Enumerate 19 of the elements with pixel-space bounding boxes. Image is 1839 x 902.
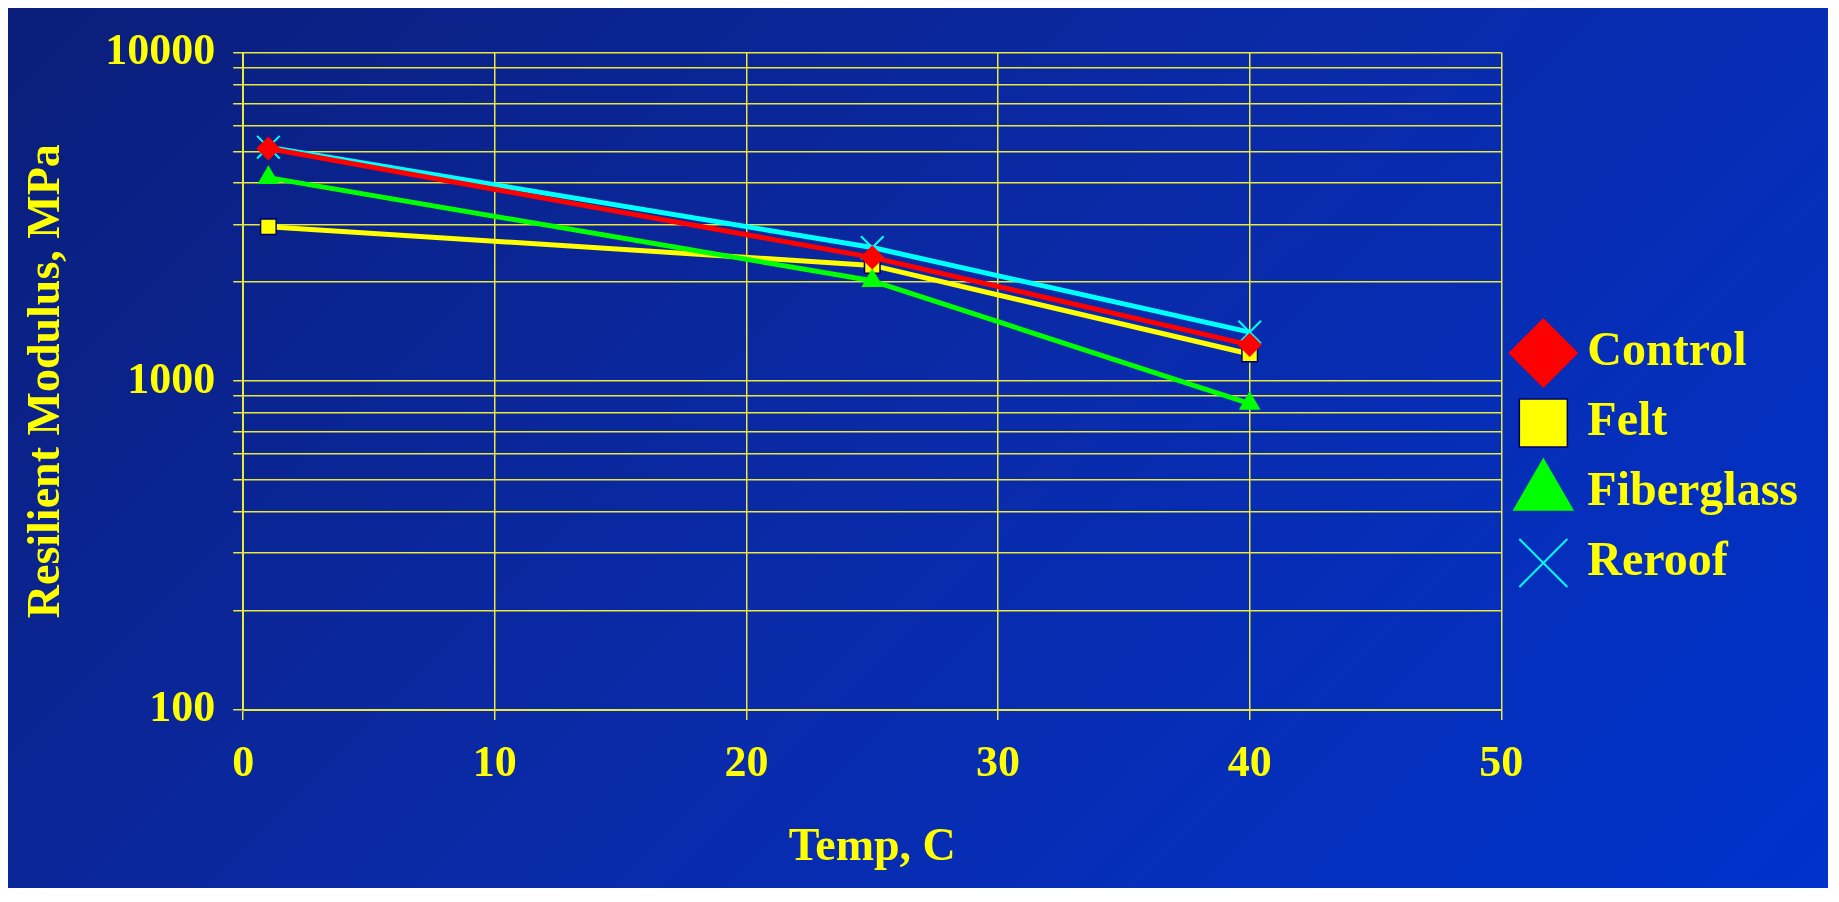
legend-label: Reroof: [1587, 532, 1729, 586]
x-axis-title: Temp, C: [788, 819, 956, 871]
y-tick-label: 1000: [127, 353, 216, 403]
x-tick-label: 10: [472, 736, 517, 786]
x-tick-label: 0: [232, 736, 255, 786]
x-tick-label: 30: [976, 736, 1021, 786]
point: [1237, 319, 1263, 345]
y-tick-label: 100: [149, 682, 216, 732]
point: [860, 245, 885, 270]
y-tick-label: 10000: [105, 24, 216, 74]
x-tick-label: 50: [1479, 736, 1524, 786]
x-tick-label: 40: [1227, 736, 1272, 786]
point: [1237, 333, 1262, 357]
x-tick-label: 20: [724, 736, 769, 786]
point: [259, 218, 277, 236]
legend-label: Fiberglass: [1587, 462, 1798, 516]
y-axis-title: Resilient Modulus, MPa: [18, 144, 70, 619]
legend-label: Control: [1587, 322, 1747, 376]
legend-label: Felt: [1587, 392, 1668, 446]
